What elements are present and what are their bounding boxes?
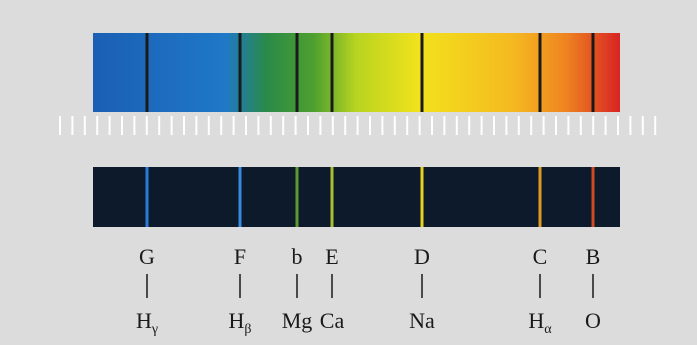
spectrum-diagram: G Hγ F Hβ b Mg E Ca D Na C Hα B O xyxy=(0,0,697,345)
line-element: Ca xyxy=(320,308,345,333)
line-letter: G xyxy=(139,244,155,269)
page: GHγFHβbMgECaDNaCHαBO (() => { const data… xyxy=(0,0,697,345)
element-symbol: Na xyxy=(409,308,435,333)
element-symbol: O xyxy=(585,308,601,333)
element-symbol: H xyxy=(136,308,152,333)
line-letter: b xyxy=(292,244,303,269)
element-subscript: α xyxy=(544,322,552,337)
line-letter: C xyxy=(533,244,548,269)
line-letter: B xyxy=(586,244,601,269)
line-element: O xyxy=(585,308,601,333)
element-symbol: Ca xyxy=(320,308,345,333)
line-letter: D xyxy=(414,244,430,269)
element-symbol: Mg xyxy=(282,308,313,333)
line-letter: E xyxy=(325,244,338,269)
element-symbol: H xyxy=(228,308,244,333)
line-element: Mg xyxy=(282,308,313,333)
element-subscript: β xyxy=(244,322,251,337)
line-element: Na xyxy=(409,308,435,333)
element-subscript: γ xyxy=(151,322,158,337)
element-symbol: H xyxy=(528,308,544,333)
line-letter: F xyxy=(234,244,246,269)
